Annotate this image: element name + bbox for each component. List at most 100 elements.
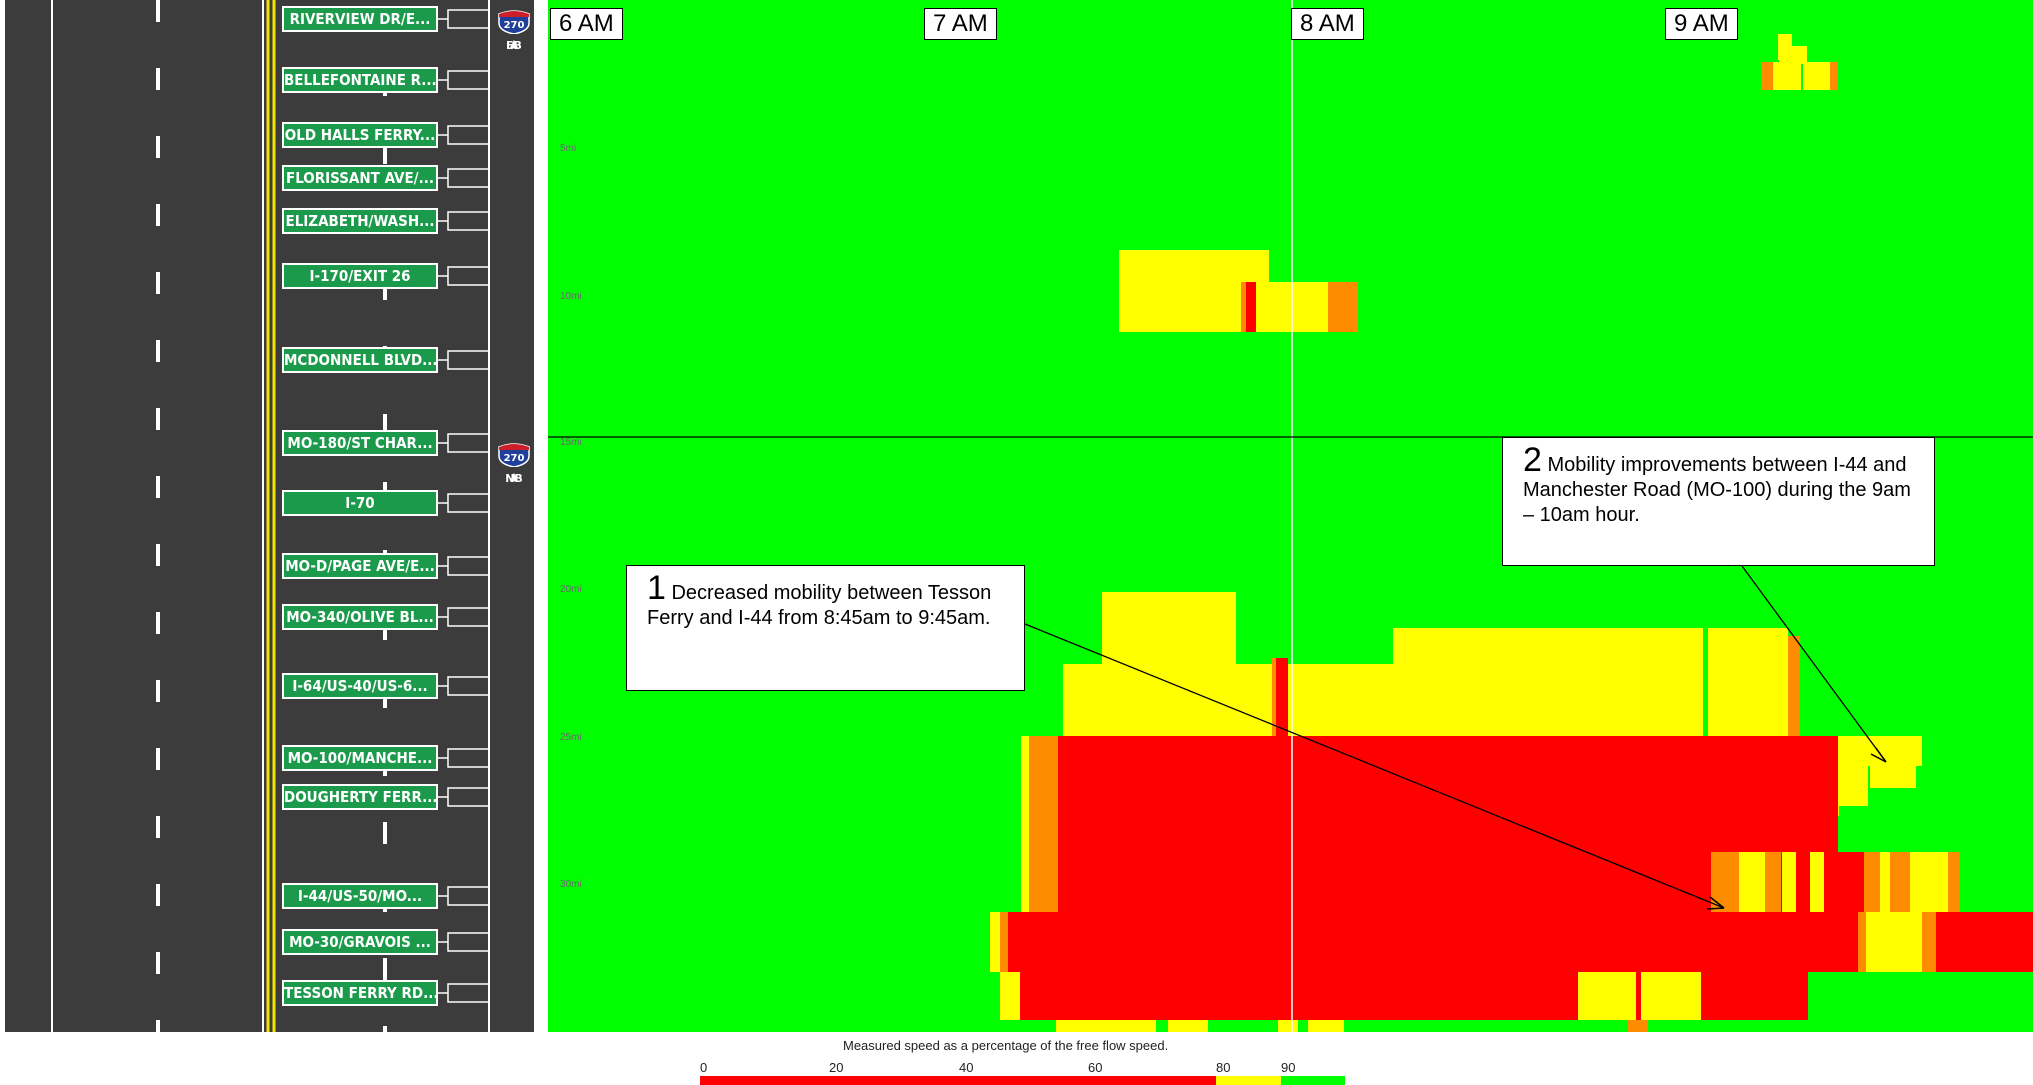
road-lines — [51, 0, 490, 1032]
interstate-shield-icon: 270 EB ▲ — [497, 8, 531, 52]
heatmap-cell — [1102, 592, 1236, 664]
road-sign: I-170/EXIT 26 — [282, 263, 438, 289]
road-sign: DOUGHERTY FERR... — [282, 784, 438, 810]
road-sign: ELIZABETH/WASH... — [282, 208, 438, 234]
legend-tick-label: 0 — [700, 1060, 708, 1075]
heatmap-cell — [1866, 912, 1922, 972]
legend-tick-label: 20 — [829, 1060, 844, 1075]
heatmap-cell — [1058, 736, 1838, 912]
road-sign: I-44/US-50/MO... — [282, 883, 438, 909]
sign-connector-line — [438, 433, 489, 453]
direction-arrow-icon: ▲ — [509, 37, 519, 50]
hour-label-9am: 9 AM — [1665, 8, 1738, 40]
annotation-1-box: 1 Decreased mobility between Tesson Ferr… — [626, 565, 1025, 691]
legend-bar-yellow — [1216, 1076, 1281, 1085]
hour-label-8am: 8 AM — [1291, 8, 1364, 40]
sign-connector-line — [438, 168, 489, 188]
heatmap-cell — [1641, 972, 1701, 1020]
legend-bar-green — [1281, 1076, 1345, 1085]
heatmap-cell — [1008, 912, 1838, 972]
heatmap-cell — [1948, 852, 1960, 912]
mile-tick-label: 20mi — [560, 584, 582, 595]
road-sign: MO-100/MANCHE... — [282, 745, 438, 771]
heatmap-cell — [1765, 852, 1781, 912]
heatmap-cell — [1761, 62, 1773, 90]
shield-direction-label: NB — [505, 472, 523, 485]
sign-connector-line — [438, 983, 489, 1003]
annotation-2-box: 2 Mobility improvements between I-44 and… — [1502, 437, 1935, 566]
annotation-1-text: Decreased mobility between Tesson Ferry … — [647, 582, 992, 629]
heatmap-cell — [1739, 852, 1765, 912]
road-sign: I-70 — [282, 490, 438, 516]
sign-connector-line — [438, 748, 489, 768]
heatmap-cell — [1708, 628, 1788, 736]
direction-arrow-icon: ▲ — [509, 470, 519, 483]
road-sign: RIVERVIEW DR/E... — [282, 6, 438, 32]
sign-connector-line — [438, 607, 489, 627]
road-sign: OLD HALLS FERRY... — [282, 122, 438, 148]
mile-tick-label: 10mi — [560, 291, 582, 302]
annotation-2-arrowhead — [1870, 747, 1887, 763]
sign-connector-line — [438, 556, 489, 576]
heatmap-cell — [1910, 852, 1948, 912]
heatmap-cell — [1246, 282, 1256, 332]
heatmap-canvas — [548, 0, 2033, 1032]
heatmap-cell — [1272, 658, 1276, 736]
legend-tick-label: 90 — [1281, 1060, 1296, 1075]
heatmap-cell — [1268, 282, 1328, 332]
sign-connector-line — [438, 266, 489, 286]
heatmap-cell — [1830, 62, 1838, 90]
shield-direction-label: EB — [506, 39, 522, 52]
heatmap-cell — [1880, 852, 1890, 912]
annotation-2-number: 2 — [1523, 441, 1542, 479]
heatmap-cell — [1168, 1020, 1208, 1032]
heatmap-cell — [1711, 852, 1739, 912]
heatmap-cell — [1890, 852, 1910, 912]
legend-tick-label: 80 — [1216, 1060, 1231, 1075]
sign-connector-line — [438, 9, 489, 29]
sign-connector-line — [438, 886, 489, 906]
speed-heatmap: 6 AM 7 AM 8 AM 9 AM 5mi 10mi 15mi 20mi 2… — [548, 0, 2033, 1032]
heatmap-cell — [1308, 1020, 1344, 1032]
heatmap-cell — [1796, 852, 1810, 912]
annotation-2-text: Mobility improvements between I-44 and M… — [1523, 454, 1911, 526]
legend-tick-label: 40 — [959, 1060, 974, 1075]
shield-route-number: 270 — [504, 453, 525, 464]
heatmap-cell — [1824, 852, 1864, 912]
road-sign: MO-30/GRAVOIS ... — [282, 929, 438, 955]
heatmap-cell — [1810, 852, 1824, 912]
road-sign: FLORISSANT AVE/... — [282, 165, 438, 191]
hour-label-7am: 7 AM — [924, 8, 997, 40]
heatmap-cell — [1578, 972, 1636, 1020]
heatmap-cell — [1603, 628, 1703, 736]
road-sign: MO-D/PAGE AVE/E... — [282, 553, 438, 579]
heatmap-cell — [1000, 972, 1020, 1020]
annotation-1-arrowhead — [1706, 896, 1725, 910]
heatmap-cell — [1276, 658, 1288, 736]
heatmap-cell — [1838, 766, 1868, 806]
heatmap-cell — [1922, 912, 1936, 972]
heatmap-cell — [1773, 62, 1801, 90]
legend-title: Measured speed as a percentage of the fr… — [843, 1038, 1169, 1053]
road-sign: MCDONNELL BLVD... — [282, 347, 438, 373]
heatmap-cell — [1393, 628, 1603, 736]
shield-route-number: 270 — [504, 20, 525, 31]
heatmap-cell — [1278, 1020, 1298, 1032]
heatmap-cell — [1056, 1020, 1156, 1032]
road-sign: BELLEFONTAINE R... — [282, 67, 438, 93]
sign-connector-line — [438, 676, 489, 696]
sign-connector-line — [438, 787, 489, 807]
annotation-1-arrow — [1024, 623, 1725, 909]
heatmap-cell — [1328, 282, 1358, 332]
road-sign: I-64/US-40/US-6... — [282, 673, 438, 699]
annotation-2-arrow — [1741, 565, 1887, 763]
heatmap-cell — [1936, 912, 2033, 972]
heatmap-cell — [1788, 636, 1800, 736]
heatmap-cell — [1000, 912, 1008, 972]
mile-tick-label: 15mi — [560, 437, 582, 448]
road-diagram: RIVERVIEW DR/E... BELLEFONTAINE R... OLD… — [5, 0, 534, 1032]
road-sign: MO-180/ST CHAR... — [282, 430, 438, 456]
road-sign: TESSON FERRY RD... — [282, 980, 438, 1006]
interstate-shield-icon: 270 NB ▲ — [497, 441, 531, 485]
heatmap-cell — [1803, 62, 1831, 90]
